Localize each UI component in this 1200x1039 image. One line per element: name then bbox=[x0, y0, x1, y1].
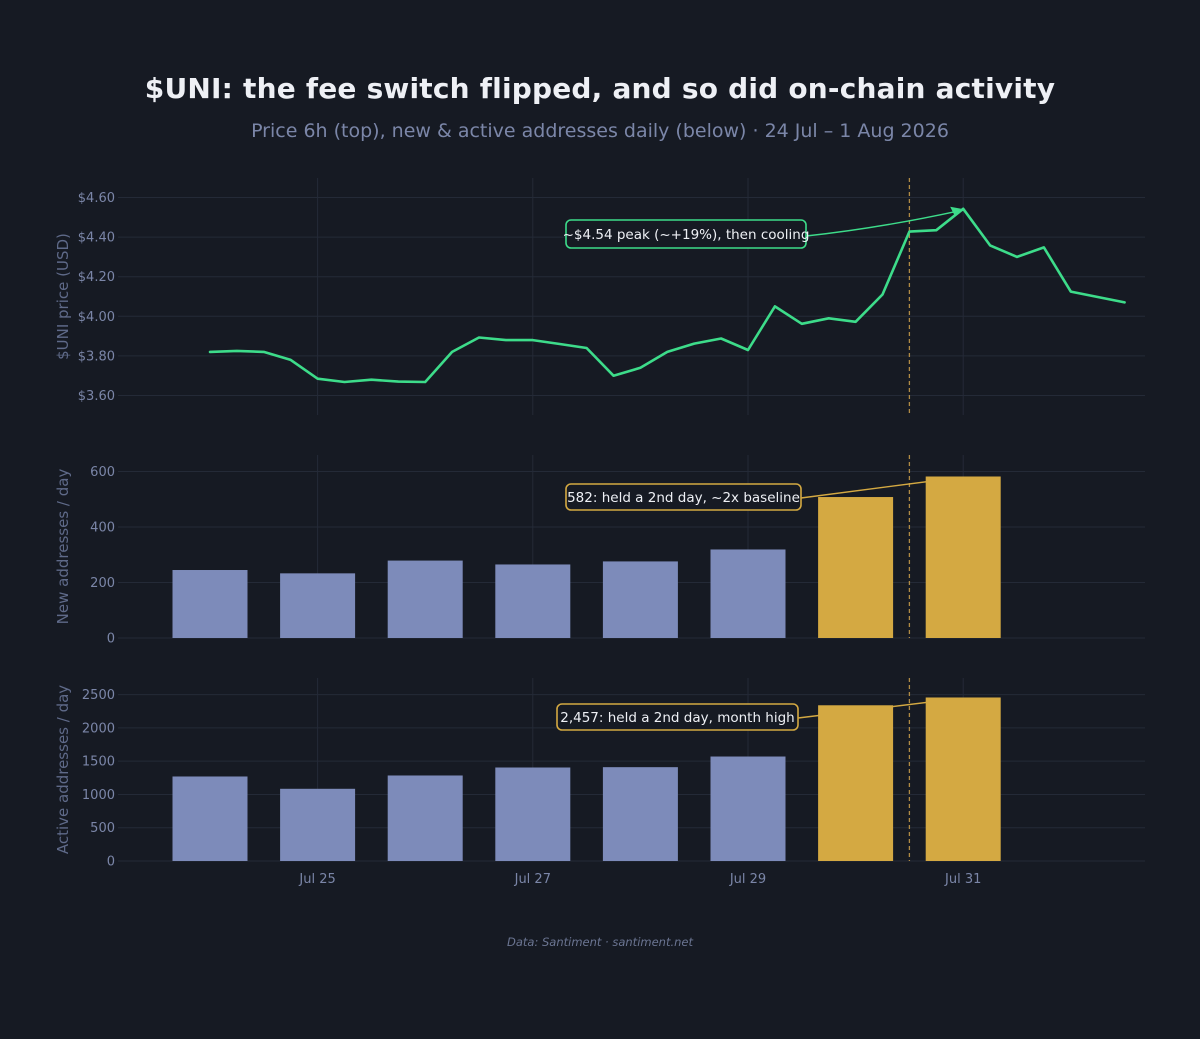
new_addresses-bar bbox=[172, 570, 248, 638]
new_addresses-bar bbox=[925, 476, 1001, 638]
marks-layer bbox=[172, 207, 1126, 861]
active_addresses-ytick-label: 2000 bbox=[82, 721, 115, 736]
axis-text-layer: $3.60 $3.80 $4.00 $4.20 $4.40 $4.60 $UNI price… bbox=[54, 191, 981, 887]
active_addresses-bar bbox=[387, 775, 463, 861]
chart-subtitle: Price 6h (top), new & active addresses d… bbox=[251, 120, 949, 142]
price-line bbox=[208, 207, 1126, 384]
active_addresses-y-axis-title: Active addresses / day bbox=[54, 685, 72, 854]
active_addresses-ytick-label: 1500 bbox=[82, 755, 115, 770]
price-annotation-arrowhead bbox=[950, 206, 962, 215]
active_addresses-bar bbox=[925, 697, 1001, 861]
data-source-footer: Data: Santiment · santiment.net bbox=[506, 935, 693, 949]
active_addresses-annotation-box bbox=[556, 703, 799, 731]
x-tick-label: Jul 29 bbox=[729, 872, 766, 887]
active_addresses-bar bbox=[280, 788, 356, 861]
new_addresses-ytick-label: 400 bbox=[90, 521, 115, 536]
active_addresses-annotation-text: 2,457: held a 2nd day, month high bbox=[560, 710, 794, 726]
chart-title: $UNI: the fee switch flipped, and so did… bbox=[144, 72, 1056, 105]
active_addresses-bar bbox=[495, 767, 571, 861]
annotation-layer: ~$4.54 peak (~+19%), then cooling 582: he… bbox=[556, 206, 962, 731]
new_addresses-annotation-arrow bbox=[800, 476, 960, 499]
active_addresses-bar bbox=[818, 705, 894, 861]
new_addresses-bar bbox=[710, 549, 786, 638]
new_addresses-bar bbox=[495, 564, 571, 638]
active_addresses-ytick-label: 1000 bbox=[82, 788, 115, 803]
price-annotation-arrow bbox=[805, 210, 960, 237]
x-tick-label: Jul 25 bbox=[298, 872, 335, 887]
new_addresses-ytick-label: 600 bbox=[90, 465, 115, 480]
new_addresses-ytick-label: 200 bbox=[90, 576, 115, 591]
price-ytick-label: $4.00 bbox=[78, 310, 115, 325]
new_addresses-bar bbox=[280, 573, 356, 638]
active_addresses-bar bbox=[602, 767, 678, 861]
price-ytick-label: $4.60 bbox=[78, 191, 115, 206]
new_addresses-bar bbox=[818, 497, 894, 638]
price-ytick-label: $3.80 bbox=[78, 349, 115, 364]
price-annotation-text: ~$4.54 peak (~+19%), then cooling bbox=[563, 227, 810, 243]
new_addresses-ytick-label: 0 bbox=[107, 632, 115, 647]
active_addresses-ytick-label: 0 bbox=[107, 855, 115, 870]
active_addresses-bar bbox=[172, 776, 248, 861]
new_addresses-bar bbox=[387, 560, 463, 638]
new_addresses-annotation-box bbox=[565, 483, 802, 511]
price-ytick-label: $4.20 bbox=[78, 270, 115, 285]
price-ytick-label: $3.60 bbox=[78, 389, 115, 404]
x-tick-label: Jul 27 bbox=[514, 872, 551, 887]
new_addresses-annotation-text: 582: held a 2nd day, ~2x baseline bbox=[567, 490, 800, 506]
active_addresses-bar bbox=[710, 756, 786, 861]
price-ytick-label: $4.40 bbox=[78, 231, 115, 246]
new_addresses-y-axis-title: New addresses / day bbox=[54, 469, 72, 625]
active_addresses-ytick-label: 2500 bbox=[82, 688, 115, 703]
price-y-axis-title: $UNI price (USD) bbox=[54, 233, 72, 360]
x-tick-label: Jul 31 bbox=[944, 872, 981, 887]
new_addresses-bar bbox=[602, 561, 678, 638]
price-annotation-box bbox=[565, 219, 807, 249]
active_addresses-annotation-arrow bbox=[797, 697, 960, 719]
active_addresses-ytick-label: 500 bbox=[90, 821, 115, 836]
